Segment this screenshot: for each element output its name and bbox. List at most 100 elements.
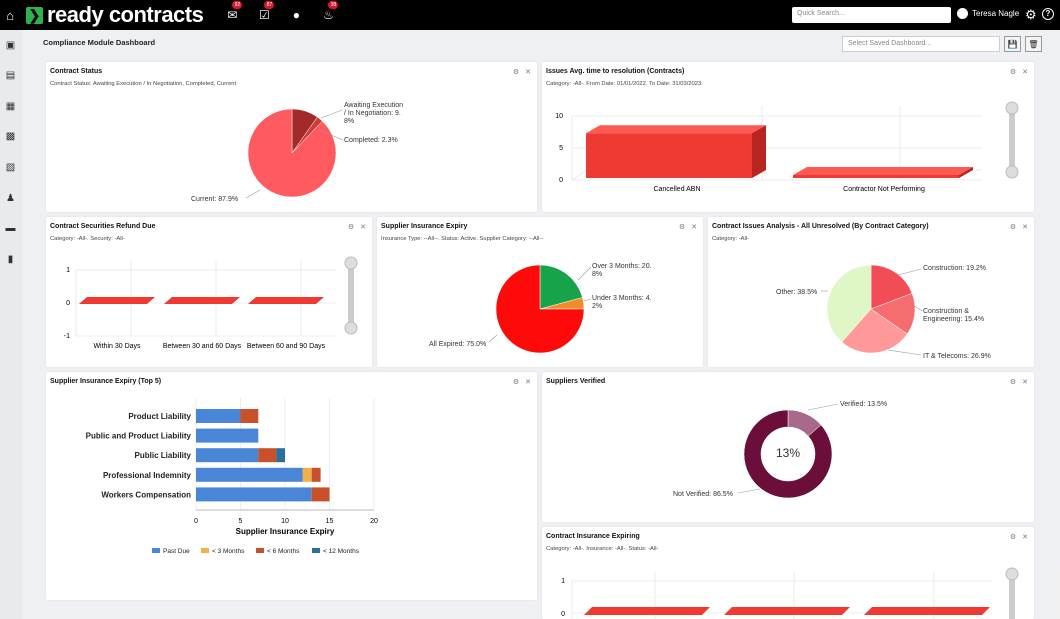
alert-icon[interactable]: ● (292, 8, 300, 22)
tasks-icon[interactable]: ☑ 87 (255, 1, 275, 24)
gear-icon[interactable]: ⚙ (1009, 224, 1017, 231)
gear-icon[interactable]: ⚙ (347, 224, 355, 231)
pie-label: Over 3 Months: 20. (592, 263, 652, 270)
panel-title: Contract Status (50, 68, 103, 75)
pie-slice (870, 264, 913, 310)
close-icon[interactable]: ✕ (1022, 224, 1028, 231)
bar-segment (276, 448, 285, 463)
pie-label: Engineering: 15.4% (923, 316, 984, 323)
pie-slice (826, 264, 872, 343)
save-icon[interactable]: 💾 (1004, 36, 1021, 52)
gear-icon[interactable]: ⚙ (512, 69, 520, 76)
legend-label: < 6 Months (267, 548, 300, 555)
donut-center-value: 13% (776, 446, 800, 460)
legend-swatch (256, 548, 264, 553)
gear-icon[interactable]: ⚙ (512, 379, 520, 386)
x-axis-label: Supplier Insurance Expiry (236, 527, 335, 536)
range-slider[interactable] (1009, 106, 1015, 172)
bell-icon[interactable]: ♨ 38 (319, 1, 339, 24)
pie-label: Not Verified: 86.5% (673, 491, 733, 498)
pie-slice (743, 409, 833, 499)
bar (584, 607, 710, 615)
legend: Past Due < 3 Months < 6 Months < 12 Months (152, 548, 360, 555)
category-label: Product Liability (128, 412, 191, 421)
bar (586, 133, 752, 178)
slider-handle-top[interactable] (1005, 101, 1019, 115)
close-icon[interactable]: ✕ (1022, 534, 1028, 541)
bar (864, 607, 990, 615)
page-scrollbar[interactable] (1052, 568, 1060, 619)
issues-analysis-panel: Contract Issues Analysis - All Unresolve… (708, 217, 1034, 367)
bar-top (586, 125, 766, 134)
y-tick: 5 (559, 145, 563, 152)
pie-label: 8% (344, 118, 354, 125)
pie-slice (841, 308, 908, 354)
dashboard-icon[interactable]: ▣ (5, 40, 16, 51)
y-tick: 0 (66, 300, 70, 307)
close-icon[interactable]: ✕ (525, 379, 531, 386)
home-icon[interactable]: ⌂ (6, 7, 14, 23)
x-tick: 10 (281, 518, 289, 525)
user-name: Teresa Nagle (972, 9, 1020, 18)
folder-icon[interactable]: ▬ (5, 223, 16, 234)
gear-icon[interactable]: ⚙ (1009, 534, 1017, 541)
panel-title: Supplier Insurance Expiry (Top 5) (50, 378, 162, 385)
compliance-icon[interactable]: ▩ (5, 131, 16, 142)
panel-title: Contract Securities Refund Due (50, 223, 156, 230)
legend-label: < 3 Months (212, 548, 245, 555)
library-icon[interactable]: ▦ (5, 101, 16, 112)
settings-icon[interactable]: ⚙ (1025, 7, 1037, 22)
messages-icon[interactable]: ✉ 92 (223, 1, 243, 24)
slider-handle-bottom[interactable] (344, 321, 358, 335)
x-tick: Between 30 and 60 Days (163, 343, 242, 350)
suppliers-verified-panel: Suppliers Verified ⚙ ✕ 13% Verified: 13.5… (542, 372, 1034, 522)
range-slider[interactable] (348, 261, 354, 329)
issues-bars (586, 125, 973, 178)
panel-subtitle: Category: -All-. Security: -All- (50, 236, 125, 242)
gear-icon[interactable]: ⚙ (1009, 69, 1017, 76)
y-tick: -1 (64, 333, 70, 340)
pie-label: Under 3 Months: 4. (592, 295, 652, 302)
close-icon[interactable]: ✕ (691, 224, 697, 231)
bar-segment (302, 467, 312, 482)
close-icon[interactable]: ✕ (1022, 379, 1028, 386)
category-label: Public and Product Liability (86, 432, 192, 441)
x-tick: 5 (239, 518, 243, 525)
help-icon[interactable]: ? (1042, 8, 1054, 20)
slider-handle-top[interactable] (344, 256, 358, 270)
y-tick: 10 (555, 113, 563, 120)
pie-label: Verified: 13.5% (840, 401, 887, 408)
close-icon[interactable]: ✕ (360, 224, 366, 231)
close-icon[interactable]: ✕ (1022, 69, 1028, 76)
y-tick: 0 (561, 611, 565, 618)
reports-icon[interactable]: ▮ (7, 254, 14, 265)
panel-title: Suppliers Verified (546, 378, 606, 385)
gear-icon[interactable]: ⚙ (678, 224, 686, 231)
close-icon[interactable]: ✕ (525, 69, 531, 76)
bar (164, 297, 240, 304)
logo[interactable]: ❯ ready contracts (26, 2, 204, 28)
slider-handle-bottom[interactable] (1005, 165, 1019, 179)
contracts-icon[interactable]: ▤ (5, 70, 16, 81)
trash-icon[interactable]: 🗑 (1025, 36, 1042, 52)
x-tick: 20 (370, 518, 378, 525)
user-menu[interactable]: Teresa Nagle (957, 8, 1019, 19)
bar-segment (196, 448, 259, 463)
suppliers-icon[interactable]: ♟ (6, 193, 15, 204)
pie-label: 8% (592, 271, 602, 278)
y-tick: 1 (66, 267, 70, 274)
contract-insurance-panel: Contract Insurance Expiring Category: -A… (542, 527, 1034, 619)
documents-icon[interactable]: ▧ (5, 162, 16, 173)
quick-search-input[interactable]: Quick Search... (792, 7, 951, 23)
range-slider[interactable] (1009, 572, 1015, 619)
bar-segment (240, 409, 259, 423)
x-tick: 0 (194, 518, 198, 525)
gear-icon[interactable]: ⚙ (1009, 379, 1017, 386)
legend-swatch (312, 548, 320, 553)
bar-segment (311, 487, 330, 502)
slider-handle-top[interactable] (1005, 567, 1019, 581)
bar-segment (196, 487, 312, 502)
pie-label: Other: 38.5% (776, 289, 817, 296)
category-label: Professional Indemnity (103, 471, 192, 480)
saved-dashboard-select[interactable]: Select Saved Dashboard... (842, 36, 1000, 52)
